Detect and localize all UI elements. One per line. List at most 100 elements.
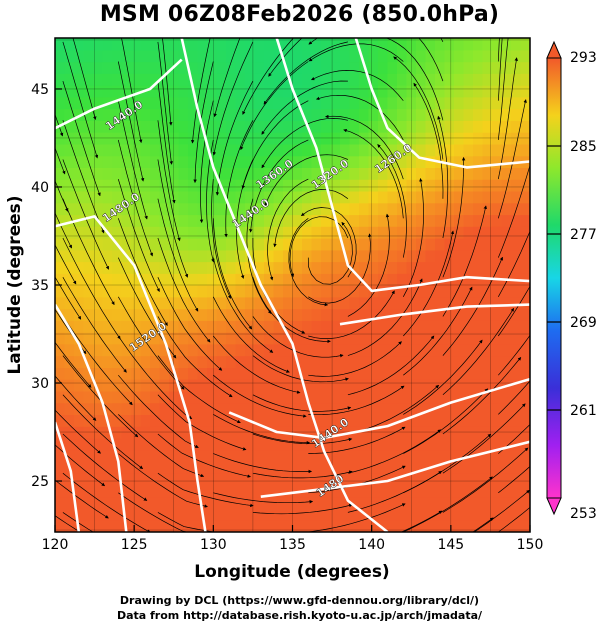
streamline <box>62 316 133 406</box>
streamline <box>497 38 509 140</box>
streamline <box>213 374 307 418</box>
colorbar-tick-label: 285 <box>570 139 597 155</box>
streamline <box>62 237 121 340</box>
streamline <box>55 341 92 388</box>
streamline <box>212 257 274 353</box>
streamline <box>246 198 272 314</box>
streamline <box>62 394 144 470</box>
streamline <box>308 233 372 304</box>
streamline <box>498 506 530 532</box>
streamline <box>267 178 309 281</box>
streamline <box>310 70 404 101</box>
streamline <box>157 316 233 398</box>
streamline <box>55 375 97 421</box>
streamline <box>442 256 503 356</box>
streamline <box>213 492 314 504</box>
streamline <box>252 503 353 515</box>
streamline <box>418 38 444 82</box>
streamline <box>498 0 551 22</box>
streamline <box>212 41 254 156</box>
streamline <box>497 99 527 219</box>
contour-line <box>354 38 530 169</box>
y-tick-label: 25 <box>31 474 49 490</box>
streamline <box>117 178 160 293</box>
streamline <box>442 447 529 513</box>
streamline <box>55 180 69 212</box>
streamline <box>118 374 199 448</box>
streamline <box>403 388 489 454</box>
streamline <box>249 139 309 233</box>
streamline <box>213 38 241 118</box>
streamline <box>157 120 181 242</box>
contour-line <box>55 58 183 130</box>
streamline <box>252 433 353 445</box>
streamline <box>55 276 82 320</box>
streamline <box>252 394 352 412</box>
streamline <box>308 503 406 532</box>
streamline <box>497 38 503 101</box>
x-tick-label: 120 <box>42 537 69 553</box>
streamline <box>55 515 81 532</box>
streamline <box>62 355 139 438</box>
colorbar: 253 261 269 277 285 293 <box>546 40 597 522</box>
y-tick-label: 45 <box>31 82 49 98</box>
streamline <box>211 179 231 299</box>
streamline <box>117 139 154 257</box>
streamline <box>117 296 185 390</box>
y-axis-label: Latitude (degrees) <box>5 195 25 374</box>
x-tick-label: 135 <box>279 537 306 553</box>
streamline <box>403 476 493 532</box>
streamline <box>538 0 599 42</box>
streamline <box>308 341 402 377</box>
streamline <box>472 517 494 532</box>
contour-line <box>55 421 81 532</box>
colorbar-tick-label: 253 <box>570 506 597 522</box>
streamline <box>62 120 105 234</box>
streamline <box>55 212 72 249</box>
streamline <box>263 41 348 105</box>
streamline <box>118 414 205 478</box>
streamline <box>117 100 148 220</box>
streamline <box>62 41 99 159</box>
streamline <box>393 56 444 160</box>
y-tick-label: 35 <box>31 278 49 294</box>
streamline <box>62 433 148 501</box>
streamline <box>307 221 353 285</box>
streamline <box>121 38 143 144</box>
streamline <box>213 453 313 474</box>
streamline <box>325 114 404 180</box>
streamline <box>240 61 309 151</box>
streamline <box>497 38 500 62</box>
streamline <box>199 100 214 224</box>
streamline <box>442 403 526 474</box>
streamline <box>63 552 156 597</box>
streamline <box>72 38 97 120</box>
streamline <box>413 82 444 199</box>
streamline <box>117 61 145 182</box>
streamline <box>206 139 215 263</box>
streamline <box>261 118 348 169</box>
streamline <box>162 38 173 126</box>
streamline <box>118 453 208 508</box>
x-tick-label: 125 <box>121 537 148 553</box>
streamline <box>308 385 405 416</box>
streamline <box>315 94 404 141</box>
streamline <box>215 80 254 196</box>
streamline <box>403 433 492 494</box>
streamline <box>62 198 115 306</box>
plot-area: 1260.01320.01360.01440.01440.01480.01520… <box>55 0 599 597</box>
x-tick-label: 150 <box>517 537 544 553</box>
streamline <box>437 115 449 239</box>
contour-line <box>275 38 530 293</box>
streamline <box>347 335 435 396</box>
streamline <box>377 144 407 258</box>
streamline <box>252 355 349 383</box>
contour-line <box>260 440 530 498</box>
y-axis-ticks: 25 30 35 40 45 <box>31 82 62 490</box>
streamline <box>403 339 483 415</box>
streamline <box>268 38 303 77</box>
streamline <box>157 277 223 371</box>
y-tick-label: 30 <box>31 376 49 392</box>
streamline <box>351 0 443 3</box>
streamline <box>442 356 522 435</box>
